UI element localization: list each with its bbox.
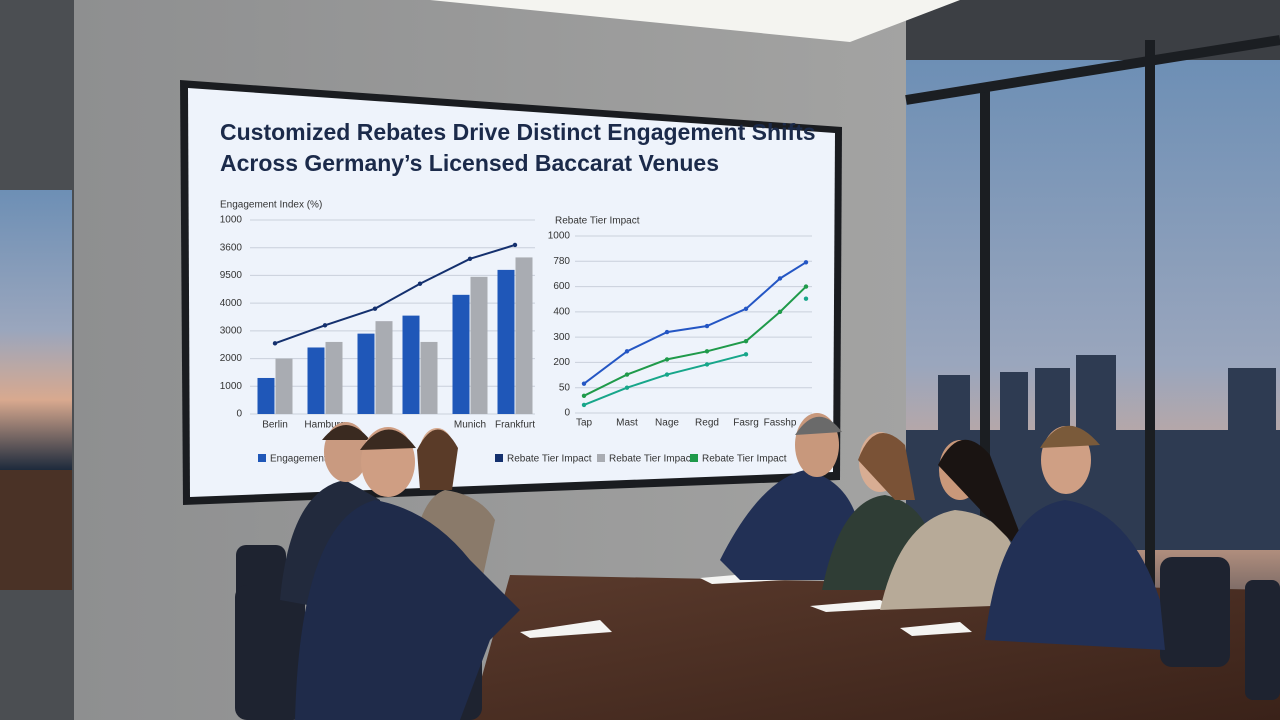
y-axis-label: Rebate Tier Impact <box>555 216 640 227</box>
title-line: Across Germany’s Licensed Baccarat Venue… <box>220 150 719 176</box>
y-tick-label: 1000 <box>220 215 243 226</box>
legend-swatch <box>597 454 605 462</box>
charts: Engagement Index (%)01000200030004000950… <box>220 200 812 431</box>
legend-swatch <box>258 454 266 462</box>
bar <box>497 269 515 414</box>
bar <box>375 321 393 414</box>
y-tick-label: 2000 <box>220 353 243 364</box>
point <box>467 256 473 261</box>
y-tick-label: 4000 <box>220 298 243 309</box>
y-tick-label: 780 <box>553 256 570 267</box>
point <box>624 385 630 390</box>
x-tick-label: Fasrg <box>733 418 759 429</box>
line <box>274 243 516 345</box>
y-tick-label: 200 <box>553 357 570 368</box>
legend-label: Engagement <box>270 454 327 465</box>
point <box>777 276 783 281</box>
bar <box>257 377 275 414</box>
point <box>581 393 587 399</box>
y-tick-label: 0 <box>236 409 242 420</box>
y-tick-label: 1000 <box>220 381 243 392</box>
point <box>581 402 587 408</box>
x-tick-label: Munich <box>454 420 486 431</box>
y-tick-label: 400 <box>553 306 570 317</box>
point <box>664 329 670 335</box>
bar <box>420 341 438 414</box>
x-tick-label: Frankfurt <box>495 420 535 431</box>
y-tick-label: 0 <box>564 408 570 419</box>
legend-swatch <box>690 454 698 462</box>
y-tick-label: 9500 <box>220 270 243 281</box>
bar <box>325 341 343 414</box>
point <box>624 372 630 377</box>
legend-label: Rebate Tier Impact <box>609 454 694 465</box>
point <box>512 242 518 248</box>
left-window <box>0 190 72 470</box>
y-tick-label: 3600 <box>220 242 243 253</box>
y-axis-label: Engagement Index (%) <box>220 200 322 211</box>
point <box>743 306 749 312</box>
point <box>372 306 378 311</box>
x-tick-label: Regd <box>695 418 719 429</box>
point <box>581 381 587 386</box>
legend-label: Rebate Tier Impact <box>702 454 787 465</box>
x-tick-label: Mast <box>616 418 638 429</box>
point <box>743 338 749 344</box>
y-tick-label: 600 <box>553 281 570 292</box>
point <box>704 323 710 329</box>
point <box>322 323 328 328</box>
bar <box>452 294 470 414</box>
legend-label: Rebate Tier Impact <box>507 454 592 465</box>
point <box>743 352 749 357</box>
point <box>803 284 809 289</box>
legend-swatch <box>495 454 503 462</box>
bar <box>470 276 488 414</box>
bar <box>357 333 375 414</box>
point <box>803 260 809 265</box>
side-cabinet <box>0 470 72 590</box>
x-tick-label: Nage <box>655 418 679 429</box>
point <box>272 341 278 346</box>
x-tick-label: Tap <box>576 418 593 429</box>
x-tick-label: Hamburg <box>304 420 345 431</box>
bar <box>307 347 325 414</box>
x-tick-label: Fasshp <box>764 418 797 429</box>
y-tick-label: 1000 <box>548 231 571 242</box>
legend: Engagement Rebate Tier Impact Rebate Tier … <box>258 454 787 465</box>
bar <box>515 257 533 414</box>
bar <box>402 315 420 414</box>
title-line: Customized Rebates Drive Distinct Engage… <box>220 119 816 145</box>
point <box>664 372 670 377</box>
ceiling-light <box>430 0 960 42</box>
people <box>280 413 1165 720</box>
point <box>704 349 710 354</box>
y-tick-label: 50 <box>559 382 571 393</box>
y-tick-label: 300 <box>553 332 570 343</box>
point <box>417 281 423 286</box>
y-tick-label: 3000 <box>220 325 243 336</box>
point <box>704 362 710 367</box>
x-tick-label: Berlin <box>262 420 288 431</box>
point <box>777 309 783 315</box>
point <box>624 349 630 354</box>
point <box>803 296 809 301</box>
bar <box>275 358 293 414</box>
point <box>664 357 670 362</box>
